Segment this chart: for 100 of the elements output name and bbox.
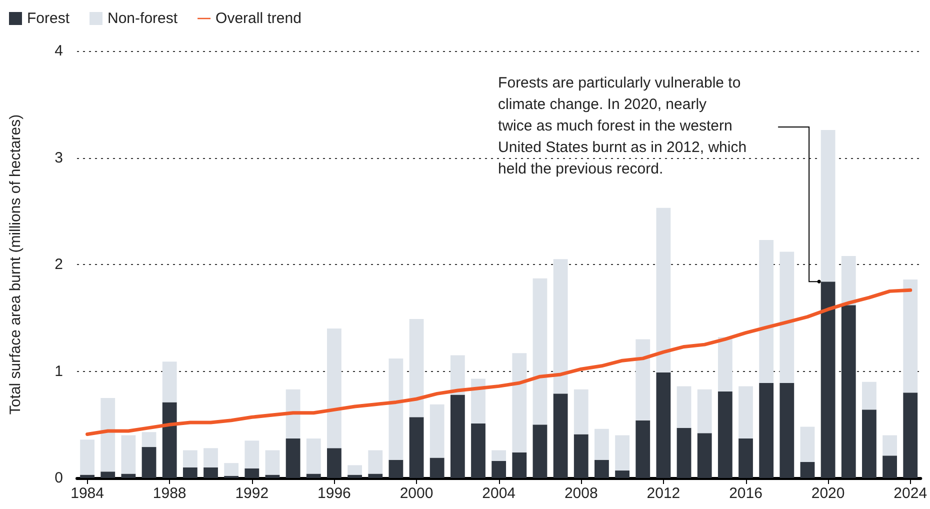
bar: [800, 426, 815, 462]
bar: [142, 432, 156, 448]
bar: [100, 398, 116, 472]
bar: [615, 470, 630, 478]
x-tick-label: 1984: [70, 485, 104, 502]
legend-label: Non-forest: [108, 10, 178, 27]
bar: [636, 420, 650, 478]
x-tick-label: 2000: [400, 485, 434, 502]
bar: [862, 382, 876, 410]
x-tick-label: 2012: [646, 485, 680, 502]
x-tick-label: 1992: [235, 485, 269, 502]
bar: [492, 450, 506, 461]
bar: [512, 353, 527, 452]
bar: [492, 460, 506, 478]
x-tick-label: 2016: [729, 485, 762, 502]
bar: [204, 448, 218, 468]
bar: [265, 450, 280, 475]
bar: [368, 450, 383, 474]
bar: [142, 447, 156, 478]
bar: [388, 460, 404, 478]
bar: [327, 328, 342, 448]
bar: [841, 256, 856, 306]
bar: [656, 372, 671, 478]
bar: [430, 458, 444, 478]
y-tick-label: 0: [54, 470, 63, 486]
bar: [182, 450, 198, 468]
bar: [471, 378, 486, 424]
bar: [286, 389, 300, 439]
bar: [574, 434, 588, 478]
bar: [224, 463, 239, 476]
bar: [204, 467, 218, 478]
bar: [780, 252, 794, 383]
bar: [820, 282, 836, 478]
bar: [553, 394, 568, 478]
bar: [244, 468, 260, 478]
bar: [471, 424, 486, 478]
bar: [841, 305, 856, 478]
y-tick-label: 1: [54, 362, 63, 380]
bar: [574, 389, 588, 434]
bar: [718, 392, 732, 478]
bar: [780, 382, 794, 478]
bar: [162, 362, 177, 402]
bar: [286, 438, 300, 478]
bar: [450, 355, 465, 395]
bar: [121, 474, 136, 478]
bar: [553, 259, 568, 394]
bar: [820, 130, 836, 282]
bar: [388, 358, 404, 460]
bar: [738, 386, 753, 439]
bar: [265, 474, 280, 478]
bar: [676, 386, 692, 428]
bar: [409, 417, 424, 478]
x-tick-label: 1996: [318, 485, 351, 502]
bar: [697, 433, 712, 478]
bar: [594, 428, 609, 460]
bar: [327, 448, 342, 478]
bar: [903, 279, 918, 393]
bar: [882, 435, 897, 456]
bar: [862, 410, 876, 478]
y-tick-label: 2: [54, 256, 63, 273]
x-tick-label: 2008: [564, 485, 598, 502]
bar: [532, 278, 548, 425]
bar: [100, 472, 116, 478]
bar: [306, 438, 321, 474]
bar: [162, 402, 177, 478]
bar: [594, 460, 609, 478]
x-tick-label: 1988: [152, 485, 186, 502]
annotation: Forests are particularly vulnerable to climate change. In 2020, nearly twice as much forest in the western United States burnt as in 2012, which held the previous record.: [498, 74, 747, 178]
bar: [615, 435, 630, 471]
bar: [306, 474, 321, 478]
bar: [80, 440, 94, 475]
bar: [80, 474, 94, 478]
bar: [121, 435, 136, 474]
legend-label: Forest: [27, 10, 70, 27]
bar: [348, 465, 362, 475]
bar: [636, 339, 650, 420]
bar: [450, 394, 465, 478]
bar: [882, 456, 897, 478]
bar: [656, 208, 671, 372]
bar: [430, 404, 444, 458]
bar: [738, 438, 753, 478]
y-tick-label: 3: [54, 149, 63, 166]
bar: [759, 240, 774, 383]
bar: [676, 428, 692, 478]
bar: [512, 452, 527, 478]
bar: [182, 467, 198, 478]
bar: [903, 392, 918, 478]
legend-label: Overall trend: [216, 10, 302, 27]
bar: [244, 440, 260, 468]
x-tick-label: 2024: [894, 485, 928, 502]
bar: [800, 462, 815, 478]
x-tick-label: 2004: [482, 485, 516, 502]
bar: [718, 337, 732, 392]
bar: [368, 474, 383, 478]
x-tick-label: 2020: [811, 485, 845, 502]
bar: [532, 424, 548, 478]
bar: [697, 389, 712, 434]
bar: [759, 382, 774, 478]
bar: [409, 318, 424, 418]
y-axis-title: Total surface area burnt (millions of hectares): [7, 114, 24, 415]
